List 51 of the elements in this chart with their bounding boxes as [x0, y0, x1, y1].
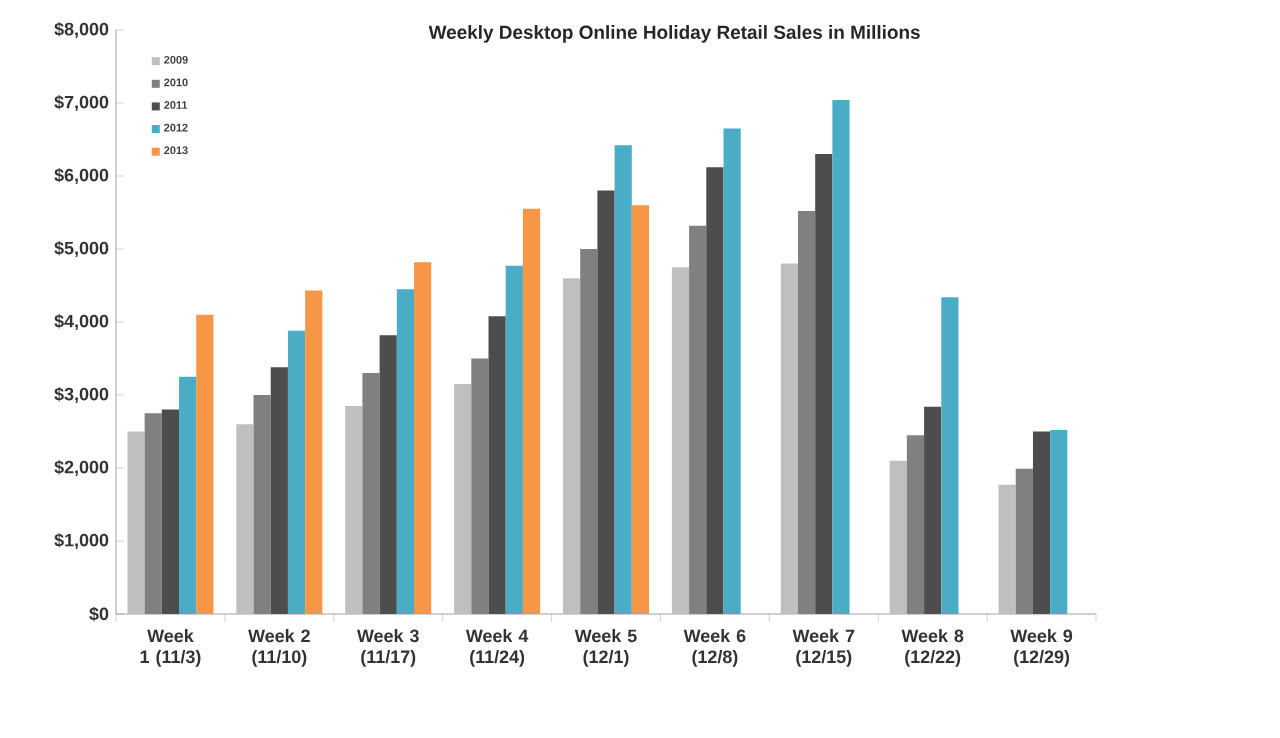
x-tick-label: Week 5 (12/1) [574, 629, 637, 667]
y-tick-label: $8,000 [54, 21, 109, 39]
bar [941, 297, 959, 614]
chart-title: Weekly Desktop Online Holiday Retail Sales in Millions [428, 25, 920, 43]
bar [396, 289, 415, 614]
y-tick-label: $3,000 [54, 386, 109, 404]
x-tick-label: Week 4 (11/24) [465, 629, 529, 667]
bar [631, 205, 649, 614]
y-tick-label: $0 [89, 606, 109, 622]
bar [127, 431, 145, 614]
x-tick-label: Week 7 (12/15) [792, 629, 855, 667]
bar [522, 208, 541, 614]
bar [832, 100, 850, 614]
bar [379, 335, 397, 614]
bar [614, 145, 632, 614]
bar [287, 330, 306, 614]
y-tick-label: $2,000 [54, 459, 109, 477]
bar [414, 262, 432, 614]
x-tick-label: Week 1 (11/3) [140, 629, 201, 667]
y-tick-label: $4,000 [54, 313, 109, 331]
x-tick-label: Week 6 (12/8) [683, 629, 746, 667]
bar [815, 154, 833, 614]
bar [505, 265, 523, 614]
y-tick-label: $1,000 [54, 532, 109, 550]
bar [236, 424, 254, 614]
bar [270, 367, 288, 614]
x-tick-label: Week 9 (12/29) [1010, 629, 1073, 667]
bar [924, 406, 942, 614]
x-tick-label: Week 8 (12/22) [901, 629, 964, 667]
bar [780, 263, 798, 614]
bar [706, 167, 724, 614]
bar [889, 460, 907, 614]
x-tick-label: Week 3 (11/17) [357, 629, 419, 667]
x-tick-label: Week 2 (11/10) [248, 629, 310, 667]
y-tick-label: $5,000 [54, 240, 109, 258]
bar [563, 278, 581, 614]
bar [454, 384, 472, 614]
bar [1032, 431, 1051, 614]
bar [998, 484, 1016, 614]
bar [597, 190, 615, 614]
y-tick-label: $7,000 [54, 94, 109, 112]
bar [1050, 430, 1068, 614]
bar [196, 314, 214, 614]
bar [179, 376, 197, 614]
y-tick-label: $6,000 [54, 167, 109, 185]
bar [723, 128, 741, 614]
bar [488, 316, 506, 614]
bar [305, 290, 323, 614]
bar [161, 409, 180, 614]
bar [345, 405, 363, 614]
bar [671, 267, 690, 614]
